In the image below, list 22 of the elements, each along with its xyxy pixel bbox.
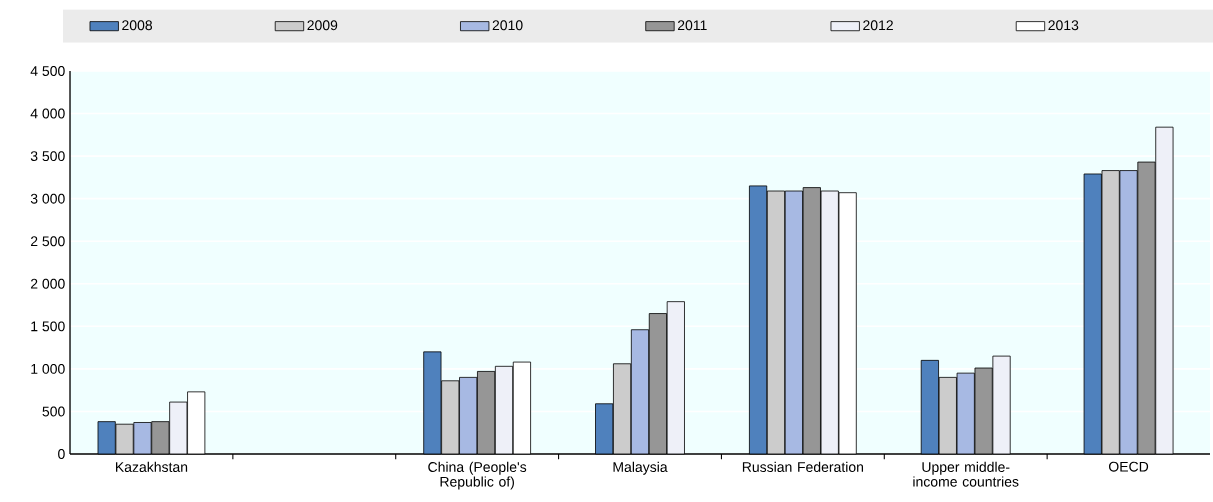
x-tick-label: OECD — [1109, 461, 1149, 472]
y-tick-label: 4 500 — [30, 66, 65, 76]
legend-label: 2012 — [863, 20, 893, 31]
legend-label: 2013 — [1048, 20, 1079, 31]
y-tick-label: 2 000 — [30, 278, 65, 289]
x-tick-label: Malaysia — [613, 461, 668, 475]
legend-label: 2009 — [307, 20, 338, 31]
legend-label: 2008 — [122, 20, 153, 31]
y-tick-label: 4 000 — [30, 108, 65, 119]
legend-label: 2011 — [677, 20, 707, 31]
y-tick-label: 0 — [58, 449, 65, 459]
x-tick-label: Kazakhstan — [116, 461, 188, 473]
y-tick-label: 1 500 — [31, 321, 65, 332]
y-tick-label: 1 000 — [31, 363, 65, 374]
y-tick-label: 2 500 — [30, 236, 65, 247]
y-tick-label: 3 000 — [30, 193, 65, 204]
y-tick-label: 3 500 — [30, 151, 65, 162]
x-tick-label: China (People's Republic of) — [428, 461, 527, 490]
legend-label: 2010 — [492, 20, 523, 31]
y-tick-label: 500 — [42, 406, 65, 417]
x-tick-label: Upper middle-income countries — [913, 461, 1019, 487]
x-tick-label: Russian Federation — [742, 461, 864, 473]
